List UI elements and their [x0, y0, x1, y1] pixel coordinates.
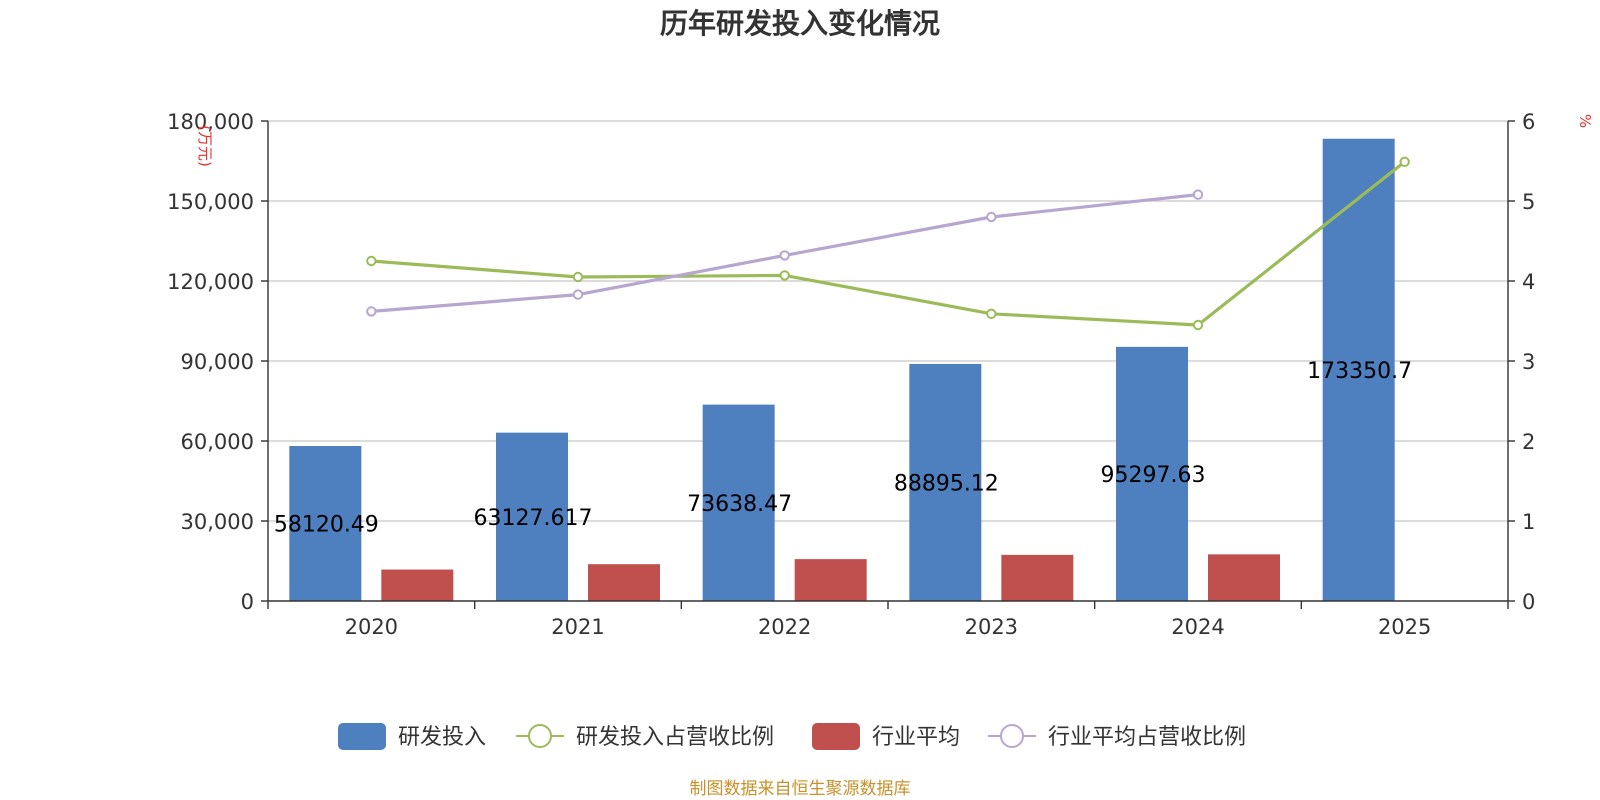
y-left-tick-label: 30,000	[181, 510, 254, 534]
line-point	[1192, 319, 1204, 331]
bar-data-label: 95297.63	[1101, 463, 1206, 488]
y-left-tick-label: 150,000	[167, 190, 254, 214]
legend-swatch-bar	[812, 723, 860, 750]
bar-data-label: 63127.617	[474, 506, 593, 531]
x-tick-label: 2022	[758, 615, 811, 639]
legend-label: 研发投入	[398, 725, 486, 750]
y-left-tick-label: 180,000	[167, 110, 254, 134]
line-point	[986, 211, 997, 223]
y-left-unit: (万元)	[196, 125, 214, 167]
y-right-tick-label: 2	[1522, 430, 1535, 454]
x-tick-label: 2025	[1378, 615, 1431, 639]
axes: 0 30,000 60,000 90,000 120,000 150,000 180,000…	[167, 110, 1535, 639]
legend-swatch-bar	[338, 723, 386, 750]
bar-rd-investment	[1116, 346, 1188, 601]
line-point	[572, 289, 584, 300]
data-labels: 58120.49 63127.617 73638.47 88895.12 95297.6…	[274, 359, 1412, 538]
bar-data-label: 58120.49	[274, 513, 379, 538]
line-point	[1399, 156, 1410, 168]
bar-rd-investment	[909, 363, 982, 601]
legend-swatch-marker	[1000, 724, 1024, 748]
y-right-tick-label: 4	[1522, 270, 1535, 294]
y-right-tick-label: 6	[1522, 110, 1535, 134]
legend-label: 研发投入占营收比例	[576, 725, 774, 750]
line-point	[1192, 189, 1204, 200]
legend-swatch-marker	[528, 724, 552, 748]
bar-data-label: 173350.7	[1307, 359, 1412, 384]
y-right-tick-label: 5	[1522, 190, 1535, 214]
line-point	[986, 308, 997, 319]
line-point	[779, 250, 790, 261]
line-point	[366, 255, 377, 267]
bar-industry-average	[1208, 554, 1280, 601]
bar-industry-average	[381, 569, 454, 601]
bar-industry-average	[1001, 554, 1074, 601]
legend: 研发投入 研发投入占营收比例 行业平均 行业平均占营收比例	[338, 723, 1246, 750]
y-left-tick-label: 120,000	[167, 270, 254, 294]
x-tick-label: 2024	[1171, 615, 1224, 639]
y-right-tick-label: 1	[1522, 510, 1535, 534]
y-right-tick-label: 0	[1522, 590, 1535, 614]
line-point	[366, 306, 377, 317]
legend-label: 行业平均占营收比例	[1048, 725, 1246, 750]
bars	[289, 138, 1395, 602]
source-note: 制图数据来自恒生聚源数据库	[690, 779, 911, 799]
line-point	[779, 270, 790, 281]
gridlines	[268, 120, 1508, 522]
x-tick-label: 2021	[551, 615, 604, 639]
bar-industry-average	[794, 559, 867, 601]
y-left-tick-label: 0	[241, 590, 254, 614]
y-right-tick-label: 3	[1522, 350, 1535, 374]
y-left-tick-label: 60,000	[181, 430, 254, 454]
x-tick-label: 2020	[345, 615, 398, 639]
x-tick-label: 2023	[965, 615, 1018, 639]
bar-industry-average	[588, 564, 660, 601]
line-rd-ratio	[371, 160, 1406, 327]
bar-rd-investment	[289, 446, 362, 601]
lines	[366, 156, 1410, 331]
y-left-tick-label: 90,000	[181, 350, 254, 374]
legend-label: 行业平均	[872, 725, 960, 750]
chart-title: 历年研发投入变化情况	[660, 7, 940, 40]
bar-rd-investment	[496, 432, 568, 601]
bar-rd-investment	[702, 404, 775, 601]
line-point	[572, 271, 584, 283]
bar-data-label: 88895.12	[894, 471, 999, 496]
bar-data-label: 73638.47	[687, 492, 792, 517]
y-right-unit: %	[1576, 114, 1594, 128]
